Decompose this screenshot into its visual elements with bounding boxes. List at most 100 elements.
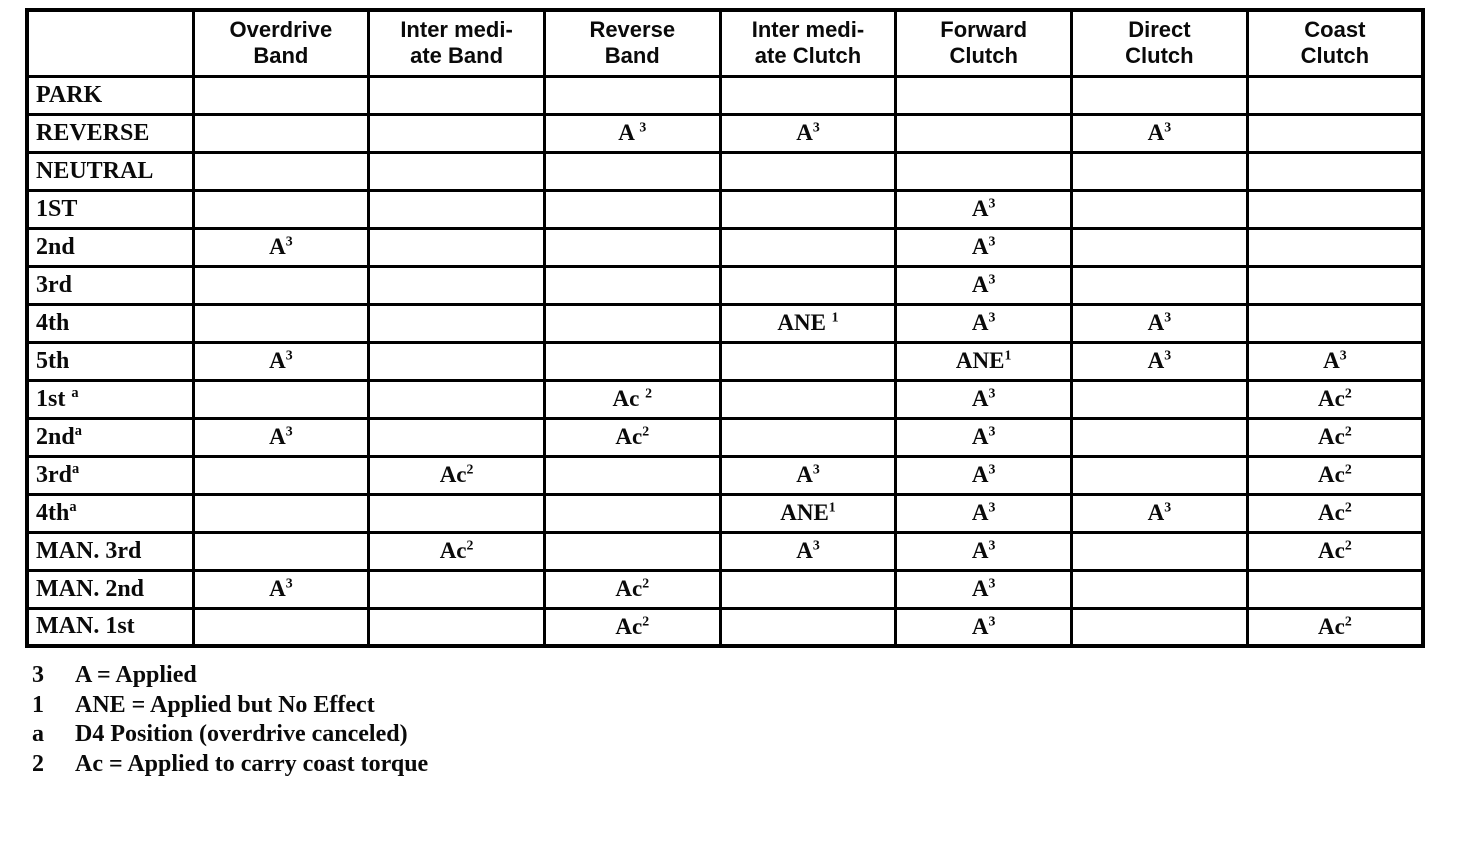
table-cell: Ac2: [1245, 454, 1425, 496]
clutch-band-application-table: Overdrive Band Inter medi- ate Band Revers…: [25, 8, 1425, 648]
table-cell: ANE1: [718, 492, 898, 534]
table-cell: [191, 112, 371, 154]
table-cell: [718, 264, 898, 306]
column-header: Forward Clutch: [894, 8, 1074, 78]
column-header: Direct Clutch: [1070, 8, 1249, 78]
table-header: Overdrive Band Inter medi- ate Band Revers…: [25, 8, 1425, 78]
table-row: 4th ANE 1 A3 A3: [25, 302, 1425, 344]
row-label: REVERSE: [25, 112, 195, 154]
table-cell: [1245, 302, 1425, 344]
table-cell: [1245, 226, 1425, 268]
table-cell: [542, 302, 722, 344]
footnote-marker: 2: [32, 750, 44, 777]
table-cell: [894, 74, 1074, 116]
table-cell: [1070, 264, 1249, 306]
table-cell: A3: [894, 302, 1074, 344]
row-label: MAN. 2nd: [25, 568, 195, 610]
table-cell: A3: [894, 378, 1074, 420]
table-cell: [367, 302, 546, 344]
table-cell: Ac 2: [542, 378, 722, 420]
table-cell: Ac2: [367, 530, 546, 572]
table-cell: [718, 606, 898, 648]
row-label: MAN. 1st: [25, 606, 195, 648]
table-cell: ANE1: [894, 340, 1074, 382]
footnote-marker: a: [32, 721, 44, 747]
table-row: REVERSE A 3 A3 A3: [25, 112, 1425, 154]
table-cell: [367, 74, 546, 116]
row-label: 3rda: [25, 454, 195, 496]
table-cell: [367, 568, 546, 610]
table-cell: A3: [894, 568, 1074, 610]
table-cell: A3: [894, 530, 1074, 572]
table-row: PARK: [25, 74, 1425, 116]
footnote-text: A = Applied: [75, 662, 197, 688]
footnote-text: D4 Position (overdrive canceled): [75, 721, 408, 747]
table-cell: Ac2: [1245, 530, 1425, 572]
table-cell: A3: [1070, 340, 1249, 382]
table-cell: Ac2: [542, 568, 722, 610]
table-cell: A3: [1070, 112, 1249, 154]
table-cell: [542, 340, 722, 382]
footnote-text: Ac = Applied to carry coast torque: [75, 750, 429, 777]
table-cell: A3: [1245, 340, 1425, 382]
table-cell: [1070, 226, 1249, 268]
table-cell: [718, 226, 898, 268]
table-cell: [542, 264, 722, 306]
table-cell: A 3: [542, 112, 722, 154]
table-cell: A3: [894, 264, 1074, 306]
table-row: 1ST A3: [25, 188, 1425, 230]
table-cell: [542, 226, 722, 268]
table-cell: A3: [894, 188, 1074, 230]
table-cell: Ac2: [367, 454, 546, 496]
table-cell: [191, 454, 371, 496]
table-cell: Ac2: [1245, 378, 1425, 420]
table-cell: [367, 188, 546, 230]
table-cell: A3: [191, 226, 371, 268]
table-cell: [367, 416, 546, 458]
table-cell: [718, 188, 898, 230]
table-cell: [1245, 112, 1425, 154]
table-cell: A3: [191, 416, 371, 458]
table-cell: [718, 150, 898, 192]
table-cell: [542, 454, 722, 496]
footnote-line: 1 ANE = Applied but No Effect: [32, 691, 1472, 721]
table-cell: [718, 378, 898, 420]
table-cell: [191, 302, 371, 344]
table-cell: [718, 568, 898, 610]
table-cell: [191, 74, 371, 116]
table-cell: [718, 416, 898, 458]
table-cell: [191, 606, 371, 648]
table-cell: Ac2: [542, 606, 722, 648]
table-cell: A3: [718, 112, 898, 154]
table-cell: [1070, 74, 1249, 116]
table-row: 2nd A3 A3: [25, 226, 1425, 268]
table-cell: [367, 150, 546, 192]
table-row: 4tha ANE1 A3 A3 Ac2: [25, 492, 1425, 534]
table-cell: [1070, 530, 1249, 572]
table-cell: [191, 264, 371, 306]
column-header: Reverse Band: [542, 8, 722, 78]
table-cell: [1245, 150, 1425, 192]
table-cell: A3: [191, 340, 371, 382]
table-row: 5th A3 ANE1 A3 A3: [25, 340, 1425, 382]
table-cell: A3: [1070, 492, 1249, 534]
table-cell: [1070, 454, 1249, 496]
row-label: NEUTRAL: [25, 150, 195, 192]
table-row: MAN. 2nd A3 Ac2 A3: [25, 568, 1425, 610]
table-cell: A3: [894, 416, 1074, 458]
footnote-line: a D4 Position (overdrive canceled): [32, 720, 1472, 750]
table-cell: [367, 112, 546, 154]
table-cell: [1070, 606, 1249, 648]
table-cell: [1070, 150, 1249, 192]
table-cell: A3: [1070, 302, 1249, 344]
table-cell: Ac2: [1245, 606, 1425, 648]
table-cell: [1245, 188, 1425, 230]
row-label: MAN. 3rd: [25, 530, 195, 572]
footnotes: 3 A = Applied 1 ANE = Applied but No Effect…: [32, 661, 1472, 779]
table-cell: [191, 530, 371, 572]
table-cell: [718, 74, 898, 116]
table-cell: [367, 264, 546, 306]
table-cell: [367, 492, 546, 534]
table-cell: [542, 150, 722, 192]
column-header: Inter medi- ate Band: [367, 8, 546, 78]
